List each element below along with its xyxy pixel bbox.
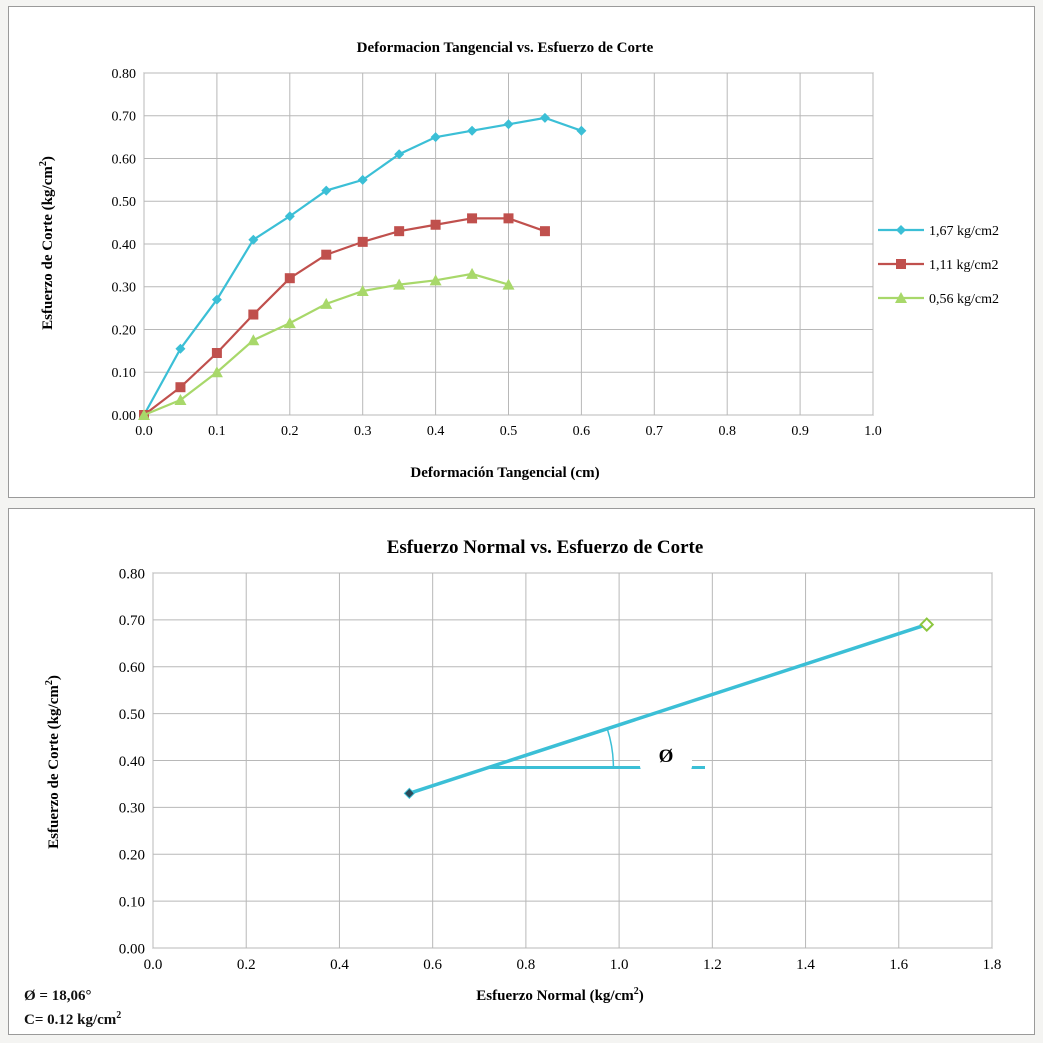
chart2-xtick-label: 1.0 <box>610 957 629 973</box>
chart1-title: Deformacion Tangencial vs. Esfuerzo de C… <box>357 40 654 56</box>
diamond-marker <box>175 343 186 354</box>
chart2-ylabel: Esfuerzo de Corte (kg/cm2) <box>44 675 62 849</box>
diamond-marker <box>576 125 587 136</box>
diamond-marker <box>321 185 332 196</box>
chart2-ytick-label: 0.60 <box>119 660 145 676</box>
square-marker <box>467 213 478 224</box>
chart1-ytick-label: 0.50 <box>112 195 137 210</box>
square-marker <box>321 249 332 260</box>
chart1-xtick-label: 0.5 <box>500 424 518 439</box>
triangle-marker <box>320 297 333 309</box>
chart2-xtick-label: 0.6 <box>423 957 442 973</box>
legend-label-1: 1,11 kg/cm2 <box>929 258 998 273</box>
chart1-ytick-label: 0.70 <box>112 110 137 125</box>
chart2-xtick-label: 1.4 <box>796 957 815 973</box>
triangle-marker <box>393 278 406 290</box>
square-marker <box>503 213 514 224</box>
chart2-xtick-label: 1.2 <box>703 957 722 973</box>
chart2-ytick-label: 0.20 <box>119 848 145 864</box>
chart2-xtick-label: 0.2 <box>237 957 256 973</box>
triangle-marker <box>466 267 479 279</box>
triangle-marker <box>283 317 296 329</box>
data-point-low <box>403 787 416 800</box>
chart1-xtick-label: 0.0 <box>135 424 153 439</box>
square-marker <box>248 309 259 320</box>
cohesion-result: C= 0.12 kg/cm2 <box>24 1010 122 1028</box>
triangle-marker <box>247 334 260 346</box>
diamond-marker <box>284 211 295 222</box>
chart1-ytick-label: 0.60 <box>112 152 137 167</box>
triangle-marker <box>356 285 369 297</box>
square-marker <box>211 348 222 359</box>
chart2-xtick-label: 0.4 <box>330 957 349 973</box>
square-marker <box>284 273 295 284</box>
square-marker <box>394 226 405 237</box>
chart1-xtick-label: 0.7 <box>646 424 664 439</box>
triangle-marker <box>174 394 187 406</box>
chart2-title: Esfuerzo Normal vs. Esfuerzo de Corte <box>387 537 704 558</box>
chart1-xtick-label: 0.2 <box>281 424 299 439</box>
square-marker <box>175 382 186 393</box>
diamond-marker <box>539 112 550 123</box>
chart1-ytick-label: 0.00 <box>112 409 137 424</box>
angle-label: Ø <box>659 746 674 767</box>
triangle-marker <box>895 292 907 303</box>
chart2-ytick-label: 0.80 <box>119 566 145 582</box>
chart1-ytick-label: 0.20 <box>112 323 137 338</box>
chart1-xtick-label: 0.3 <box>354 424 372 439</box>
chart2-ytick-label: 0.70 <box>119 613 145 629</box>
diamond-marker <box>357 174 368 185</box>
failure-envelope-line <box>408 622 928 795</box>
diamond-marker <box>394 149 405 160</box>
chart2-ytick-label: 0.00 <box>119 941 145 957</box>
chart1-xtick-label: 0.1 <box>208 424 226 439</box>
chart1-xtick-label: 1.0 <box>864 424 882 439</box>
chart2-xtick-label: 1.8 <box>983 957 1002 973</box>
chart1-xtick-label: 0.9 <box>791 424 809 439</box>
diamond-marker <box>248 234 259 245</box>
square-marker <box>357 236 368 247</box>
chart1-xtick-label: 0.8 <box>718 424 736 439</box>
chart1-xlabel: Deformación Tangencial (cm) <box>410 465 599 481</box>
chart2-xtick-label: 0.0 <box>144 957 163 973</box>
data-point-high <box>919 617 935 632</box>
angle-label-box <box>640 736 692 772</box>
series-line-1 <box>143 217 546 416</box>
chart2-ytick-label: 0.40 <box>119 754 145 770</box>
chart1-ylabel: Esfuerzo de Corte (kg/cm2) <box>38 156 56 330</box>
diamond-marker <box>503 119 514 130</box>
triangle-marker <box>502 278 515 290</box>
diamond-marker <box>896 225 906 235</box>
chart2-ytick-label: 0.30 <box>119 801 145 817</box>
chart1-ytick-label: 0.80 <box>112 67 137 82</box>
chart1-xtick-label: 0.6 <box>573 424 591 439</box>
chart2-ytick-label: 0.10 <box>119 894 145 910</box>
chart1-ytick-label: 0.40 <box>112 238 137 253</box>
chart1-ytick-label: 0.10 <box>112 366 137 381</box>
chart1-xtick-label: 0.4 <box>427 424 445 439</box>
square-marker <box>430 219 441 230</box>
friction-angle-result: Ø = 18,06° <box>24 988 92 1004</box>
chart2-xtick-label: 0.8 <box>517 957 536 973</box>
square-marker <box>539 226 550 237</box>
triangle-marker <box>429 274 442 286</box>
legend-label-0: 1,67 kg/cm2 <box>929 224 999 239</box>
chart2-xtick-label: 1.6 <box>889 957 908 973</box>
diamond-marker <box>211 294 222 305</box>
chart2-xlabel: Esfuerzo Normal (kg/cm2) <box>476 986 643 1004</box>
angle-arc <box>606 728 615 768</box>
chart2-ytick-label: 0.50 <box>119 707 145 723</box>
legend-label-2: 0,56 kg/cm2 <box>929 292 999 307</box>
triangle-marker <box>138 409 150 420</box>
diamond-marker <box>467 125 478 136</box>
chart1-ytick-label: 0.30 <box>112 281 137 296</box>
square-marker <box>896 259 906 269</box>
diamond-marker <box>430 132 441 143</box>
triangle-marker <box>210 366 223 378</box>
